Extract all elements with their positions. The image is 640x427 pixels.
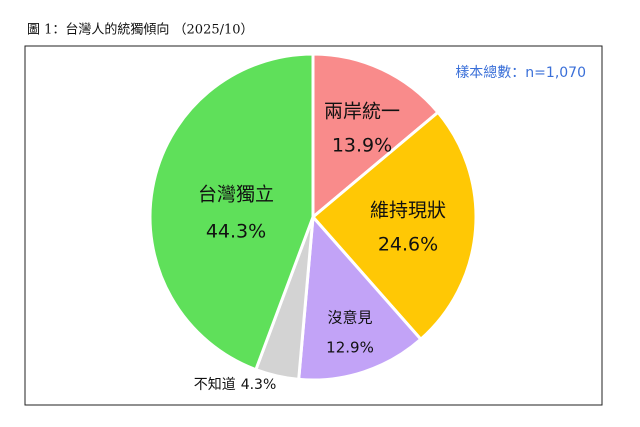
annotation: 樣本總數：n=1,070: [455, 64, 586, 81]
value-label: 44.3%: [206, 221, 266, 243]
pie-slice: [311, 52, 441, 221]
category-label: 台灣獨立: [198, 184, 274, 206]
chart-title: 圖 1：台灣人的統獨傾向 （2025/10）: [27, 22, 254, 38]
category-label: 兩岸統一: [324, 101, 400, 123]
value-label: 4.3%: [241, 377, 277, 393]
pie-slice: [297, 213, 423, 382]
category-label: 不知道: [194, 376, 236, 393]
pie-slice: [148, 52, 315, 372]
pie-slice: [310, 110, 478, 342]
slice-label: 不知道 4.3%: [194, 376, 277, 393]
category-label: 維持現狀: [370, 200, 446, 222]
category-label: 沒意見: [327, 309, 372, 327]
value-label: 12.9%: [326, 339, 374, 357]
chart-frame: [24, 45, 603, 406]
value-label: 24.6%: [378, 234, 438, 256]
value-label: 13.9%: [332, 135, 392, 157]
